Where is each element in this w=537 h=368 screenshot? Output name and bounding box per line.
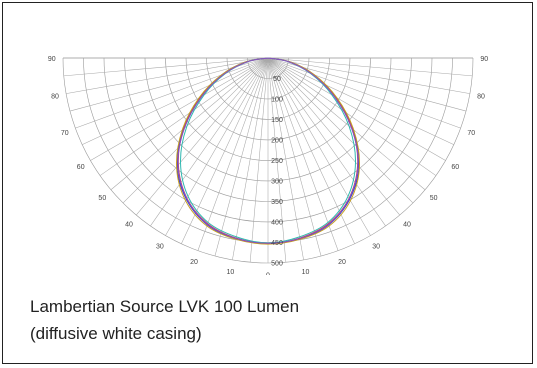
angle-label-right-60: 60: [451, 164, 459, 171]
angle-label-left-80: 80: [51, 94, 59, 101]
angle-spoke: [267, 57, 371, 236]
angle-spoke: [267, 57, 304, 260]
radial-label-50: 50: [273, 76, 281, 83]
angle-spoke: [110, 57, 269, 190]
angle-spoke: [66, 57, 269, 94]
polar-chart: 10 10 20 20 30 30 40 40 50 50 60 60 70 70 80 80 90 90 0 50 1…: [48, 56, 488, 275]
series-curve-3: [176, 57, 360, 245]
angle-spoke: [267, 57, 339, 251]
angle-spoke: [267, 57, 446, 161]
angle-spoke: [267, 57, 461, 129]
angle-spoke: [122, 57, 269, 204]
angle-spoke: [150, 57, 269, 227]
angle-label-left-70: 70: [61, 130, 69, 137]
angle-label-right-20: 20: [338, 259, 346, 266]
angle-spoke: [267, 57, 470, 94]
radial-label-250: 250: [271, 158, 283, 165]
caption-line-2: (diffusive white casing): [30, 324, 202, 343]
angle-label-right-10: 10: [302, 269, 310, 275]
radial-label-300: 300: [271, 179, 283, 186]
angle-spoke: [267, 57, 287, 263]
angle-label-right-40: 40: [403, 222, 411, 229]
radial-label-150: 150: [271, 117, 283, 124]
angle-label-left-50: 50: [98, 195, 106, 202]
angle-label-left-20: 20: [190, 259, 198, 266]
angle-spoke: [267, 57, 473, 77]
angle-spoke: [249, 57, 269, 263]
radial-label-400: 400: [271, 220, 283, 227]
radial-label-100: 100: [271, 97, 283, 104]
angle-spoke: [267, 57, 386, 227]
angle-spoke: [267, 57, 437, 176]
series-curve-5: [177, 57, 359, 244]
angle-spoke: [165, 57, 269, 236]
angle-spoke: [75, 57, 269, 129]
angle-label-right-90: 90: [480, 56, 488, 63]
caption-line-1: Lambertian Source LVK 100 Lumen: [30, 297, 300, 316]
angle-label-left-10: 10: [227, 269, 235, 275]
angle-spoke: [136, 57, 269, 216]
angle-label-right-70: 70: [467, 130, 475, 137]
angle-spoke: [214, 57, 269, 257]
angle-spoke: [197, 57, 269, 251]
angle-label-left-90: 90: [48, 56, 56, 63]
angle-label-right-80: 80: [477, 94, 485, 101]
angle-spoke: [267, 57, 454, 145]
radial-label-350: 350: [271, 199, 283, 206]
angle-spoke: [99, 57, 269, 176]
radial-label-500: 500: [271, 261, 283, 268]
angle-spoke: [90, 57, 269, 161]
angle-label-left-30: 30: [156, 243, 164, 250]
angle-spoke: [267, 57, 414, 204]
angle-spoke: [232, 57, 269, 260]
angle-label-center-0: 0: [266, 272, 270, 275]
angle-spoke: [82, 57, 269, 145]
angle-spoke: [267, 57, 322, 257]
angle-label-left-60: 60: [77, 164, 85, 171]
angle-spoke: [267, 57, 400, 216]
angle-label-right-30: 30: [372, 243, 380, 250]
radial-label-200: 200: [271, 138, 283, 145]
angle-label-right-50: 50: [430, 195, 438, 202]
angle-spoke: [63, 57, 269, 77]
radial-label-450: 450: [271, 240, 283, 247]
angle-spoke: [267, 57, 426, 190]
angle-label-left-40: 40: [125, 222, 133, 229]
